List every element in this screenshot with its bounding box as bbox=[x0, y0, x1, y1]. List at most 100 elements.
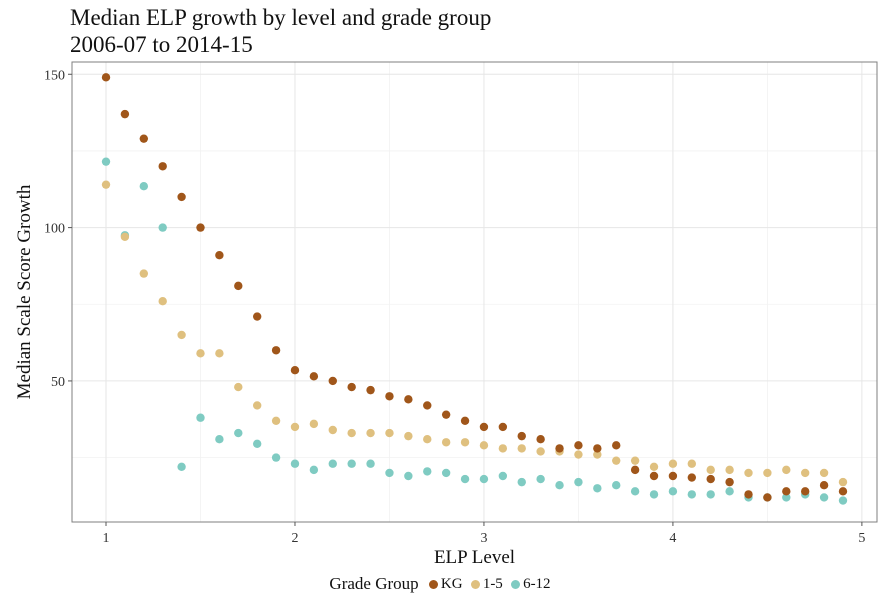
point-1-5 bbox=[404, 431, 413, 441]
point-kg bbox=[706, 474, 715, 484]
legend-title: Grade Group bbox=[329, 574, 419, 593]
point-6-12 bbox=[593, 484, 602, 493]
point-kg bbox=[574, 441, 583, 450]
point-kg bbox=[234, 281, 243, 291]
point-6-12 bbox=[252, 439, 262, 448]
chart-subtitle: 2006-07 to 2014-15 bbox=[70, 32, 253, 57]
point-kg bbox=[101, 73, 111, 82]
point-1-5 bbox=[744, 468, 753, 478]
point-1-5 bbox=[139, 269, 149, 278]
point-kg bbox=[612, 441, 621, 450]
point-1-5 bbox=[290, 422, 300, 432]
x-tick-label: 3 bbox=[480, 531, 487, 546]
legend-dot-kg bbox=[428, 580, 438, 589]
point-1-5 bbox=[479, 441, 489, 450]
point-6-12 bbox=[158, 223, 167, 232]
point-kg bbox=[252, 312, 262, 321]
legend: Grade Group KG 1-5 6-12 bbox=[0, 574, 884, 594]
point-kg bbox=[139, 134, 149, 143]
point-6-12 bbox=[460, 474, 470, 484]
point-6-12 bbox=[234, 428, 243, 438]
point-6-12 bbox=[517, 477, 526, 487]
x-tick-label: 5 bbox=[858, 531, 865, 546]
point-6-12 bbox=[479, 474, 489, 484]
point-kg bbox=[423, 401, 432, 410]
point-1-5 bbox=[120, 232, 130, 241]
point-6-12 bbox=[649, 490, 659, 499]
legend-item-1-5: 1-5 bbox=[470, 576, 503, 593]
point-1-5 bbox=[347, 428, 356, 438]
x-tick-label: 1 bbox=[103, 531, 110, 546]
point-1-5 bbox=[328, 425, 337, 435]
point-kg bbox=[290, 366, 300, 375]
point-6-12 bbox=[441, 468, 451, 478]
point-kg bbox=[763, 493, 772, 502]
point-kg bbox=[536, 435, 545, 444]
point-6-12 bbox=[687, 490, 697, 499]
point-6-12 bbox=[725, 487, 734, 496]
y-tick-label: 150 bbox=[44, 68, 65, 83]
point-kg bbox=[460, 416, 470, 425]
point-6-12 bbox=[215, 435, 224, 444]
point-kg bbox=[404, 395, 413, 404]
legend-label-1-5: 1-5 bbox=[482, 576, 503, 592]
point-6-12 bbox=[555, 481, 564, 490]
x-tick-label: 2 bbox=[291, 531, 298, 546]
legend-dot-1-5 bbox=[470, 580, 480, 589]
point-6-12 bbox=[328, 459, 337, 468]
point-kg bbox=[215, 251, 224, 260]
point-1-5 bbox=[819, 468, 829, 478]
point-6-12 bbox=[574, 477, 583, 487]
point-1-5 bbox=[687, 459, 697, 468]
chart-title-block: Median ELP growth by level and grade gro… bbox=[70, 4, 491, 58]
point-1-5 bbox=[574, 450, 583, 459]
point-kg bbox=[687, 473, 697, 482]
point-1-5 bbox=[612, 456, 621, 465]
point-kg bbox=[271, 346, 281, 355]
point-1-5 bbox=[517, 444, 526, 453]
point-kg bbox=[479, 422, 489, 432]
point-kg bbox=[555, 444, 564, 453]
point-1-5 bbox=[630, 456, 640, 465]
point-6-12 bbox=[838, 496, 848, 505]
point-kg bbox=[725, 477, 734, 487]
plot-panel-border bbox=[71, 61, 878, 523]
x-tick-label: 4 bbox=[669, 531, 676, 546]
point-kg bbox=[593, 444, 602, 453]
point-1-5 bbox=[196, 349, 205, 358]
point-6-12 bbox=[819, 493, 829, 502]
point-kg bbox=[744, 490, 753, 499]
point-6-12 bbox=[196, 413, 205, 422]
point-kg bbox=[177, 192, 186, 202]
point-1-5 bbox=[271, 416, 281, 425]
point-kg bbox=[120, 109, 130, 119]
point-6-12 bbox=[630, 487, 640, 496]
point-6-12 bbox=[290, 459, 300, 468]
point-kg bbox=[517, 431, 526, 441]
point-kg bbox=[385, 392, 394, 401]
point-1-5 bbox=[763, 468, 772, 478]
point-kg bbox=[630, 465, 640, 475]
point-1-5 bbox=[309, 419, 319, 429]
point-1-5 bbox=[460, 438, 470, 447]
y-tick-label: 100 bbox=[44, 222, 65, 237]
point-6-12 bbox=[782, 493, 791, 502]
x-axis-label: ELP Level bbox=[434, 547, 515, 568]
point-6-12 bbox=[101, 157, 111, 166]
legend-label-kg: KG bbox=[440, 576, 463, 592]
point-6-12 bbox=[385, 468, 394, 478]
point-6-12 bbox=[536, 474, 545, 484]
point-kg bbox=[158, 162, 167, 171]
point-kg bbox=[309, 372, 319, 381]
point-1-5 bbox=[668, 459, 678, 468]
point-1-5 bbox=[234, 382, 243, 392]
point-1-5 bbox=[725, 465, 734, 475]
point-1-5 bbox=[838, 477, 848, 487]
point-1-5 bbox=[366, 428, 375, 438]
point-1-5 bbox=[593, 450, 602, 459]
point-1-5 bbox=[215, 349, 224, 358]
point-kg bbox=[782, 487, 791, 496]
point-6-12 bbox=[139, 182, 149, 191]
point-1-5 bbox=[423, 435, 432, 444]
point-1-5 bbox=[177, 330, 186, 340]
